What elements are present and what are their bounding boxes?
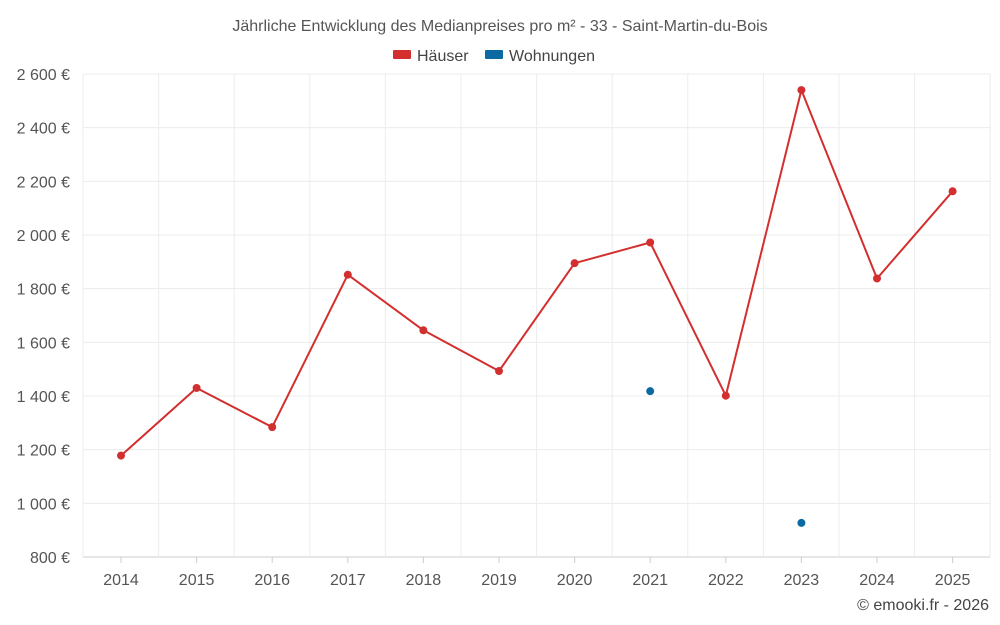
data-point-houses xyxy=(117,451,125,460)
y-tick-label: 1 200 € xyxy=(17,443,70,460)
legend-label: Wohnungen xyxy=(509,48,595,65)
data-point-apartments xyxy=(646,387,655,396)
x-tick-label: 2022 xyxy=(708,572,744,589)
legend-label: Häuser xyxy=(417,48,469,65)
x-tick-label: 2021 xyxy=(632,572,668,589)
y-tick-label: 1 600 € xyxy=(17,335,70,352)
x-tick-label: 2020 xyxy=(557,572,593,589)
credit-text: © emooki.fr - 2026 xyxy=(857,597,989,614)
chart-series xyxy=(117,86,957,527)
series-line-houses xyxy=(120,89,954,457)
x-tick-label: 2018 xyxy=(406,572,442,589)
series-apartments xyxy=(646,387,806,527)
y-tick-label: 2 000 € xyxy=(17,228,70,245)
x-tick-label: 2025 xyxy=(935,572,971,589)
legend-swatch xyxy=(393,50,411,59)
chart-title: Jährliche Entwicklung des Medianpreises … xyxy=(232,18,767,35)
x-tick-label: 2016 xyxy=(254,572,290,589)
x-tick-label: 2015 xyxy=(179,572,215,589)
y-tick-label: 800 € xyxy=(30,550,70,567)
x-tick-label: 2024 xyxy=(859,572,895,589)
data-point-houses xyxy=(873,274,881,283)
chart-grid xyxy=(82,73,991,558)
data-point-houses xyxy=(268,423,277,432)
data-point-houses xyxy=(419,326,428,335)
y-tick-label: 2 200 € xyxy=(17,174,70,191)
data-point-houses xyxy=(948,187,957,196)
data-point-houses xyxy=(192,383,201,392)
x-tick-label: 2019 xyxy=(481,572,517,589)
y-tick-label: 2 400 € xyxy=(17,121,70,138)
y-tick-label: 1 400 € xyxy=(17,389,70,406)
x-tick-label: 2023 xyxy=(784,572,820,589)
data-point-houses xyxy=(495,367,503,376)
data-point-houses xyxy=(721,391,730,400)
legend-item-houses[interactable]: Häuser xyxy=(393,48,469,65)
legend-swatch xyxy=(485,50,503,59)
legend-item-apartments[interactable]: Wohnungen xyxy=(485,48,595,65)
data-point-houses xyxy=(646,238,655,247)
y-tick-label: 1 800 € xyxy=(17,282,70,299)
y-tick-label: 1 000 € xyxy=(17,496,70,513)
data-point-houses xyxy=(797,86,806,95)
chart-legend: Häuser Wohnungen xyxy=(393,48,595,65)
series-houses xyxy=(117,86,957,460)
x-tick-label: 2014 xyxy=(103,572,139,589)
y-tick-label: 2 600 € xyxy=(17,67,70,84)
x-tick-label: 2017 xyxy=(330,572,366,589)
data-point-apartments xyxy=(797,518,806,527)
chart-axes: 800 € 1 000 € 1 200 € 1 400 € 1 600 € 1 800 €… xyxy=(17,67,971,589)
data-point-houses xyxy=(570,259,579,268)
data-point-houses xyxy=(343,270,352,279)
